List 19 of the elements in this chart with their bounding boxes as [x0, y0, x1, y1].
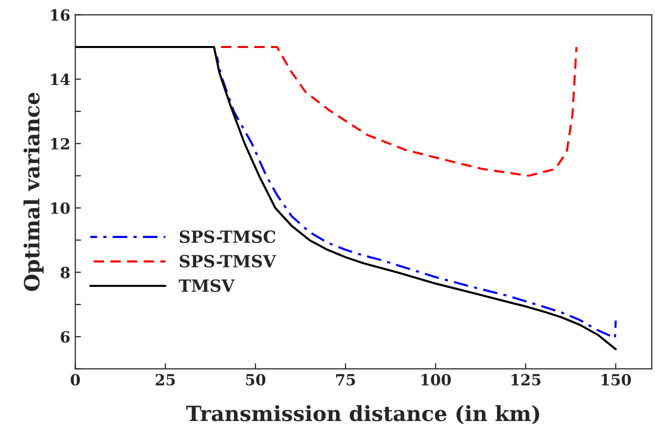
y-tick-label: 10	[51, 202, 70, 214]
y-tick-label: 14	[51, 74, 70, 85]
x-axis-title: Transmission distance (in km)	[186, 405, 540, 424]
line-series	[75, 46, 617, 350]
x-tick-label: 50	[246, 374, 266, 386]
y-tick-label: 8	[60, 266, 70, 278]
legend-label: SPS-TMSV	[180, 254, 276, 268]
x-tick-label: 150	[602, 374, 631, 386]
x-tick-label: 0	[70, 374, 80, 386]
y-tick-label: 6	[60, 331, 70, 343]
x-tick-label: 75	[336, 374, 355, 386]
legend-label: SPS-TMSC	[180, 230, 276, 244]
x-tick-label: 100	[421, 374, 451, 386]
legend-label: TMSV	[178, 279, 235, 292]
y-tick-label: 12	[51, 138, 70, 150]
y-tick-label: 16	[51, 9, 70, 21]
x-tick-label: 25	[156, 374, 175, 386]
y-axis-title: Optimal variance	[23, 92, 44, 291]
x-tick-label: 125	[512, 374, 540, 386]
